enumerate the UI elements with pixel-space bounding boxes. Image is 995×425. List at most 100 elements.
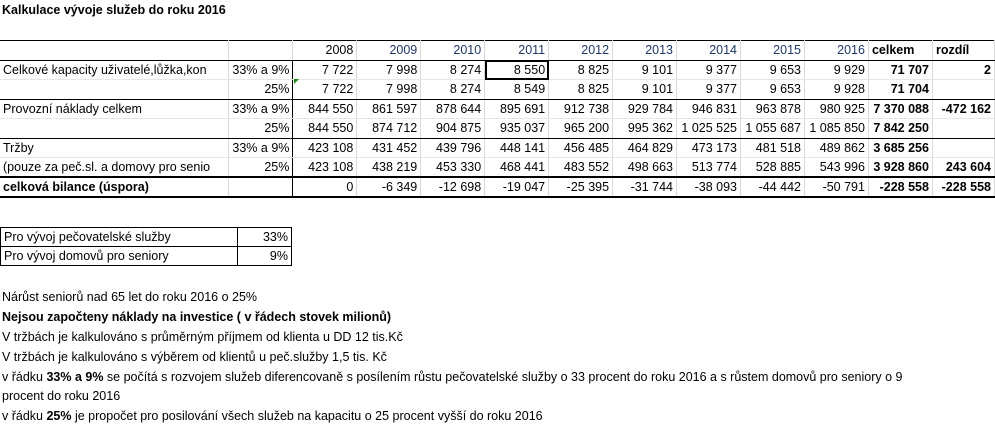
value-cell[interactable]: 7 722 (292, 60, 358, 80)
value-cell[interactable]: 464 829 (612, 138, 678, 158)
row-label[interactable] (0, 118, 230, 139)
year-2011[interactable]: 2011 (484, 40, 550, 61)
total-cell[interactable]: 3 685 256 (868, 138, 933, 158)
value-cell[interactable]: 489 862 (804, 138, 869, 158)
value-cell[interactable]: 8 549 (484, 79, 550, 100)
value-cell[interactable]: -19 047 (484, 176, 550, 198)
diff-cell[interactable] (932, 79, 995, 100)
value-cell[interactable]: 895 691 (484, 99, 550, 119)
value-cell[interactable]: 9 101 (612, 60, 678, 80)
value-cell[interactable]: -44 442 (740, 176, 805, 198)
value-cell[interactable]: 481 518 (740, 138, 805, 158)
total-cell[interactable]: 71 704 (868, 79, 933, 100)
year-2016[interactable]: 2016 (804, 40, 869, 61)
year-2009[interactable]: 2009 (356, 40, 422, 61)
total-cell[interactable]: 3 928 860 (868, 157, 933, 178)
value-cell[interactable]: 861 597 (356, 99, 422, 119)
value-cell[interactable]: 8 825 (548, 60, 614, 80)
value-cell[interactable]: 844 550 (292, 118, 358, 139)
value-cell[interactable]: 963 878 (740, 99, 805, 119)
value-cell[interactable]: 483 552 (548, 157, 614, 178)
total-cell[interactable]: 7 842 250 (868, 118, 933, 139)
value-cell[interactable]: 8 274 (420, 60, 486, 80)
value-cell[interactable]: 995 362 (612, 118, 678, 139)
value-cell[interactable]: 874 712 (356, 118, 422, 139)
diff-cell[interactable]: -228 558 (932, 176, 995, 198)
diff-cell[interactable] (932, 138, 995, 158)
value-cell[interactable]: 453 330 (420, 157, 486, 178)
value-cell[interactable]: 1 055 687 (740, 118, 805, 139)
cell-blank[interactable] (0, 40, 230, 61)
year-2014[interactable]: 2014 (676, 40, 741, 61)
row-label[interactable]: Provozní náklady celkem (0, 99, 230, 119)
row-label[interactable]: Celkové kapacity uživatelé,lůžka,kon (0, 60, 230, 80)
growth-label[interactable]: Pro vývoj domovů pro seniory (0, 246, 238, 266)
cell-blank[interactable] (228, 40, 294, 61)
value-cell[interactable]: -6 349 (356, 176, 422, 198)
value-cell[interactable]: 9 377 (676, 79, 741, 100)
value-cell[interactable]: 8 825 (548, 79, 614, 100)
value-cell[interactable]: 844 550 (292, 99, 358, 119)
value-cell[interactable]: 965 200 (548, 118, 614, 139)
growth-value[interactable]: 9% (237, 246, 292, 266)
value-cell[interactable]: 904 875 (420, 118, 486, 139)
value-cell[interactable]: 438 219 (356, 157, 422, 178)
value-cell[interactable]: 431 452 (356, 138, 422, 158)
value-cell[interactable]: 9 929 (804, 60, 869, 80)
value-cell[interactable]: -50 791 (804, 176, 869, 198)
value-cell[interactable]: 912 738 (548, 99, 614, 119)
diff-cell[interactable]: 2 (932, 60, 995, 80)
row-percent[interactable]: 25% (228, 157, 294, 178)
value-cell[interactable]: 935 037 (484, 118, 550, 139)
year-2012[interactable]: 2012 (548, 40, 614, 61)
row-percent[interactable]: 25% (228, 118, 294, 139)
value-cell[interactable]: -12 698 (420, 176, 486, 198)
row-label[interactable]: celková bilance (úspora) (0, 176, 230, 198)
year-2013[interactable]: 2013 (612, 40, 678, 61)
total-cell[interactable]: 7 370 088 (868, 99, 933, 119)
diff-cell[interactable] (932, 118, 995, 139)
value-cell[interactable]: 513 774 (676, 157, 741, 178)
value-cell[interactable]: 8 274 (420, 79, 486, 100)
growth-label[interactable]: Pro vývoj pečovatelské služby (0, 227, 238, 247)
value-cell[interactable]: 439 796 (420, 138, 486, 158)
row-percent[interactable] (228, 176, 294, 198)
total-cell[interactable]: -228 558 (868, 176, 933, 198)
growth-value[interactable]: 33% (237, 227, 292, 247)
row-percent[interactable]: 33% a 9% (228, 99, 294, 119)
value-cell[interactable]: 9 653 (740, 60, 805, 80)
header-total[interactable]: celkem (868, 40, 933, 61)
value-cell[interactable]: -25 395 (548, 176, 614, 198)
row-label[interactable]: (pouze za peč.sl. a domovy pro senio (0, 157, 230, 178)
value-cell[interactable]: 1 085 850 (804, 118, 869, 139)
value-cell[interactable]: -38 093 (676, 176, 741, 198)
year-2010[interactable]: 2010 (420, 40, 486, 61)
value-cell[interactable]: -31 744 (612, 176, 678, 198)
value-cell[interactable]: 423 108 (292, 157, 358, 178)
value-cell[interactable]: 9 377 (676, 60, 741, 80)
total-cell[interactable]: 71 707 (868, 60, 933, 80)
value-cell[interactable]: 8 550 (484, 60, 550, 80)
value-cell[interactable]: 498 663 (612, 157, 678, 178)
value-cell[interactable]: 448 141 (484, 138, 550, 158)
value-cell[interactable]: 946 831 (676, 99, 741, 119)
value-cell[interactable]: 929 784 (612, 99, 678, 119)
value-cell[interactable]: 7 998 (356, 79, 422, 100)
header-diff[interactable]: rozdíl (932, 40, 995, 61)
value-cell[interactable]: 1 025 525 (676, 118, 741, 139)
year-2008[interactable]: 2008 (292, 40, 358, 61)
row-label[interactable] (0, 79, 230, 100)
value-cell[interactable]: 468 441 (484, 157, 550, 178)
value-cell[interactable]: 9 101 (612, 79, 678, 100)
value-cell[interactable]: 9 928 (804, 79, 869, 100)
row-label[interactable]: Tržby (0, 138, 230, 158)
value-cell[interactable]: 423 108 (292, 138, 358, 158)
value-cell[interactable]: 878 644 (420, 99, 486, 119)
value-cell[interactable]: 473 173 (676, 138, 741, 158)
value-cell[interactable]: 9 653 (740, 79, 805, 100)
value-cell[interactable]: 0 (292, 176, 358, 198)
value-cell[interactable]: 980 925 (804, 99, 869, 119)
row-percent[interactable]: 25% (228, 79, 294, 100)
year-2015[interactable]: 2015 (740, 40, 805, 61)
value-cell[interactable]: 7 998 (356, 60, 422, 80)
